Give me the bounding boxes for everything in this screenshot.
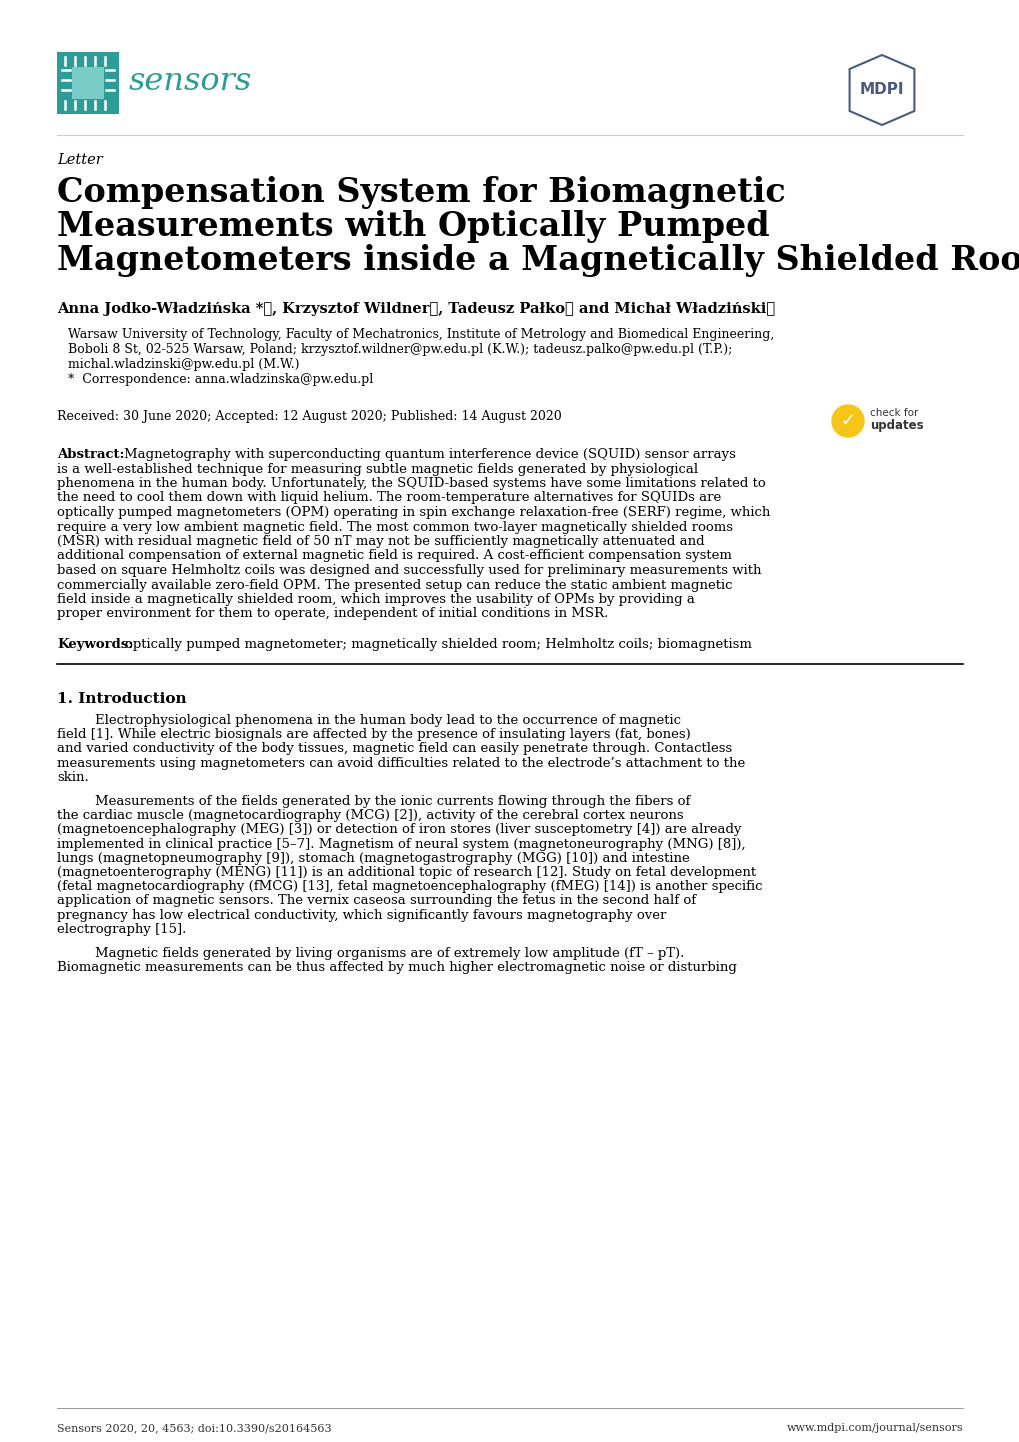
Text: commercially available zero-field OPM. The presented setup can reduce the static: commercially available zero-field OPM. T… [57,578,732,591]
Text: Warsaw University of Technology, Faculty of Mechatronics, Institute of Metrology: Warsaw University of Technology, Faculty… [68,327,773,340]
Text: application of magnetic sensors. The vernix caseosa surrounding the fetus in the: application of magnetic sensors. The ver… [57,894,695,907]
Text: Boboli 8 St, 02-525 Warsaw, Poland; krzysztof.wildner@pw.edu.pl (K.W.); tadeusz.: Boboli 8 St, 02-525 Warsaw, Poland; krzy… [68,343,732,356]
Text: *  Correspondence: anna.wladzinska@pw.edu.pl: * Correspondence: anna.wladzinska@pw.edu… [68,373,373,386]
Text: Measurements of the fields generated by the ionic currents flowing through the f: Measurements of the fields generated by … [95,795,690,808]
Polygon shape [849,55,913,125]
Text: 1. Introduction: 1. Introduction [57,692,186,707]
Text: the need to cool them down with liquid helium. The room-temperature alternatives: the need to cool them down with liquid h… [57,492,720,505]
Text: implemented in clinical practice [5–7]. Magnetism of neural system (magnetoneuro: implemented in clinical practice [5–7]. … [57,838,745,851]
Text: Received: 30 June 2020; Accepted: 12 August 2020; Published: 14 August 2020: Received: 30 June 2020; Accepted: 12 Aug… [57,410,561,423]
Text: Biomagnetic measurements can be thus affected by much higher electromagnetic noi: Biomagnetic measurements can be thus aff… [57,962,736,975]
Text: (MSR) with residual magnetic field of 50 nT may not be sufficiently magnetically: (MSR) with residual magnetic field of 50… [57,535,704,548]
Text: and varied conductivity of the body tissues, magnetic field can easily penetrate: and varied conductivity of the body tiss… [57,743,732,756]
Text: additional compensation of external magnetic field is required. A cost-efficient: additional compensation of external magn… [57,549,732,562]
Text: is a well-established technique for measuring subtle magnetic fields generated b: is a well-established technique for meas… [57,463,697,476]
Text: Magnetic fields generated by living organisms are of extremely low amplitude (fT: Magnetic fields generated by living orga… [95,947,684,960]
Text: Magnetometers inside a Magnetically Shielded Room: Magnetometers inside a Magnetically Shie… [57,244,1019,277]
Text: check for: check for [869,408,917,418]
Text: (fetal magnetocardiography (fMCG) [13], fetal magnetoencephalography (fMEG) [14]: (fetal magnetocardiography (fMCG) [13], … [57,880,762,893]
Text: ✓: ✓ [840,412,855,430]
Text: Electrophysiological phenomena in the human body lead to the occurrence of magne: Electrophysiological phenomena in the hu… [95,714,681,727]
Text: optically pumped magnetometer; magnetically shielded room; Helmholtz coils; biom: optically pumped magnetometer; magnetica… [125,637,751,650]
Text: Letter: Letter [57,153,103,167]
Circle shape [832,405,863,437]
Text: (magnetoencephalography (MEG) [3]) or detection of iron stores (liver susceptome: (magnetoencephalography (MEG) [3]) or de… [57,823,741,836]
Text: Magnetography with superconducting quantum interference device (SQUID) sensor ar: Magnetography with superconducting quant… [124,448,735,461]
Text: Measurements with Optically Pumped: Measurements with Optically Pumped [57,211,769,244]
Text: require a very low ambient magnetic field. The most common two-layer magneticall: require a very low ambient magnetic fiel… [57,521,733,534]
Text: pregnancy has low electrical conductivity, which significantly favours magnetogr: pregnancy has low electrical conductivit… [57,908,665,921]
Text: www.mdpi.com/journal/sensors: www.mdpi.com/journal/sensors [786,1423,962,1433]
FancyBboxPatch shape [57,52,119,114]
Text: sensors: sensors [128,65,252,97]
Text: electrography [15].: electrography [15]. [57,923,186,936]
Text: Keywords:: Keywords: [57,637,133,650]
Text: field [1]. While electric biosignals are affected by the presence of insulating : field [1]. While electric biosignals are… [57,728,690,741]
Text: based on square Helmholtz coils was designed and successfully used for prelimina: based on square Helmholtz coils was desi… [57,564,761,577]
Text: Abstract:: Abstract: [57,448,124,461]
Text: MDPI: MDPI [859,82,904,98]
Text: the cardiac muscle (magnetocardiography (MCG) [2]), activity of the cerebral cor: the cardiac muscle (magnetocardiography … [57,809,683,822]
Text: Sensors 2020, 20, 4563; doi:10.3390/s20164563: Sensors 2020, 20, 4563; doi:10.3390/s201… [57,1423,331,1433]
Text: (magnetoenterography (MENG) [11]) is an additional topic of research [12]. Study: (magnetoenterography (MENG) [11]) is an … [57,867,755,880]
Text: skin.: skin. [57,771,89,784]
Text: Compensation System for Biomagnetic: Compensation System for Biomagnetic [57,176,785,209]
Text: proper environment for them to operate, independent of initial conditions in MSR: proper environment for them to operate, … [57,607,607,620]
FancyBboxPatch shape [72,66,104,99]
Text: michal.wladzinski@pw.edu.pl (M.W.): michal.wladzinski@pw.edu.pl (M.W.) [68,358,300,371]
Text: optically pumped magnetometers (OPM) operating in spin exchange relaxation-free : optically pumped magnetometers (OPM) ope… [57,506,769,519]
Text: lungs (magnetopneumography [9]), stomach (magnetogastrography (MGG) [10]) and in: lungs (magnetopneumography [9]), stomach… [57,852,689,865]
Text: phenomena in the human body. Unfortunately, the SQUID-based systems have some li: phenomena in the human body. Unfortunate… [57,477,765,490]
Text: Anna Jodko-Władzińska *ⓘ, Krzysztof Wildnerⓘ, Tadeusz Pałkoⓘ and Michał Władzińs: Anna Jodko-Władzińska *ⓘ, Krzysztof Wild… [57,301,774,316]
Text: updates: updates [869,418,923,431]
Text: field inside a magnetically shielded room, which improves the usability of OPMs : field inside a magnetically shielded roo… [57,593,694,606]
Text: measurements using magnetometers can avoid difficulties related to the electrode: measurements using magnetometers can avo… [57,757,745,770]
